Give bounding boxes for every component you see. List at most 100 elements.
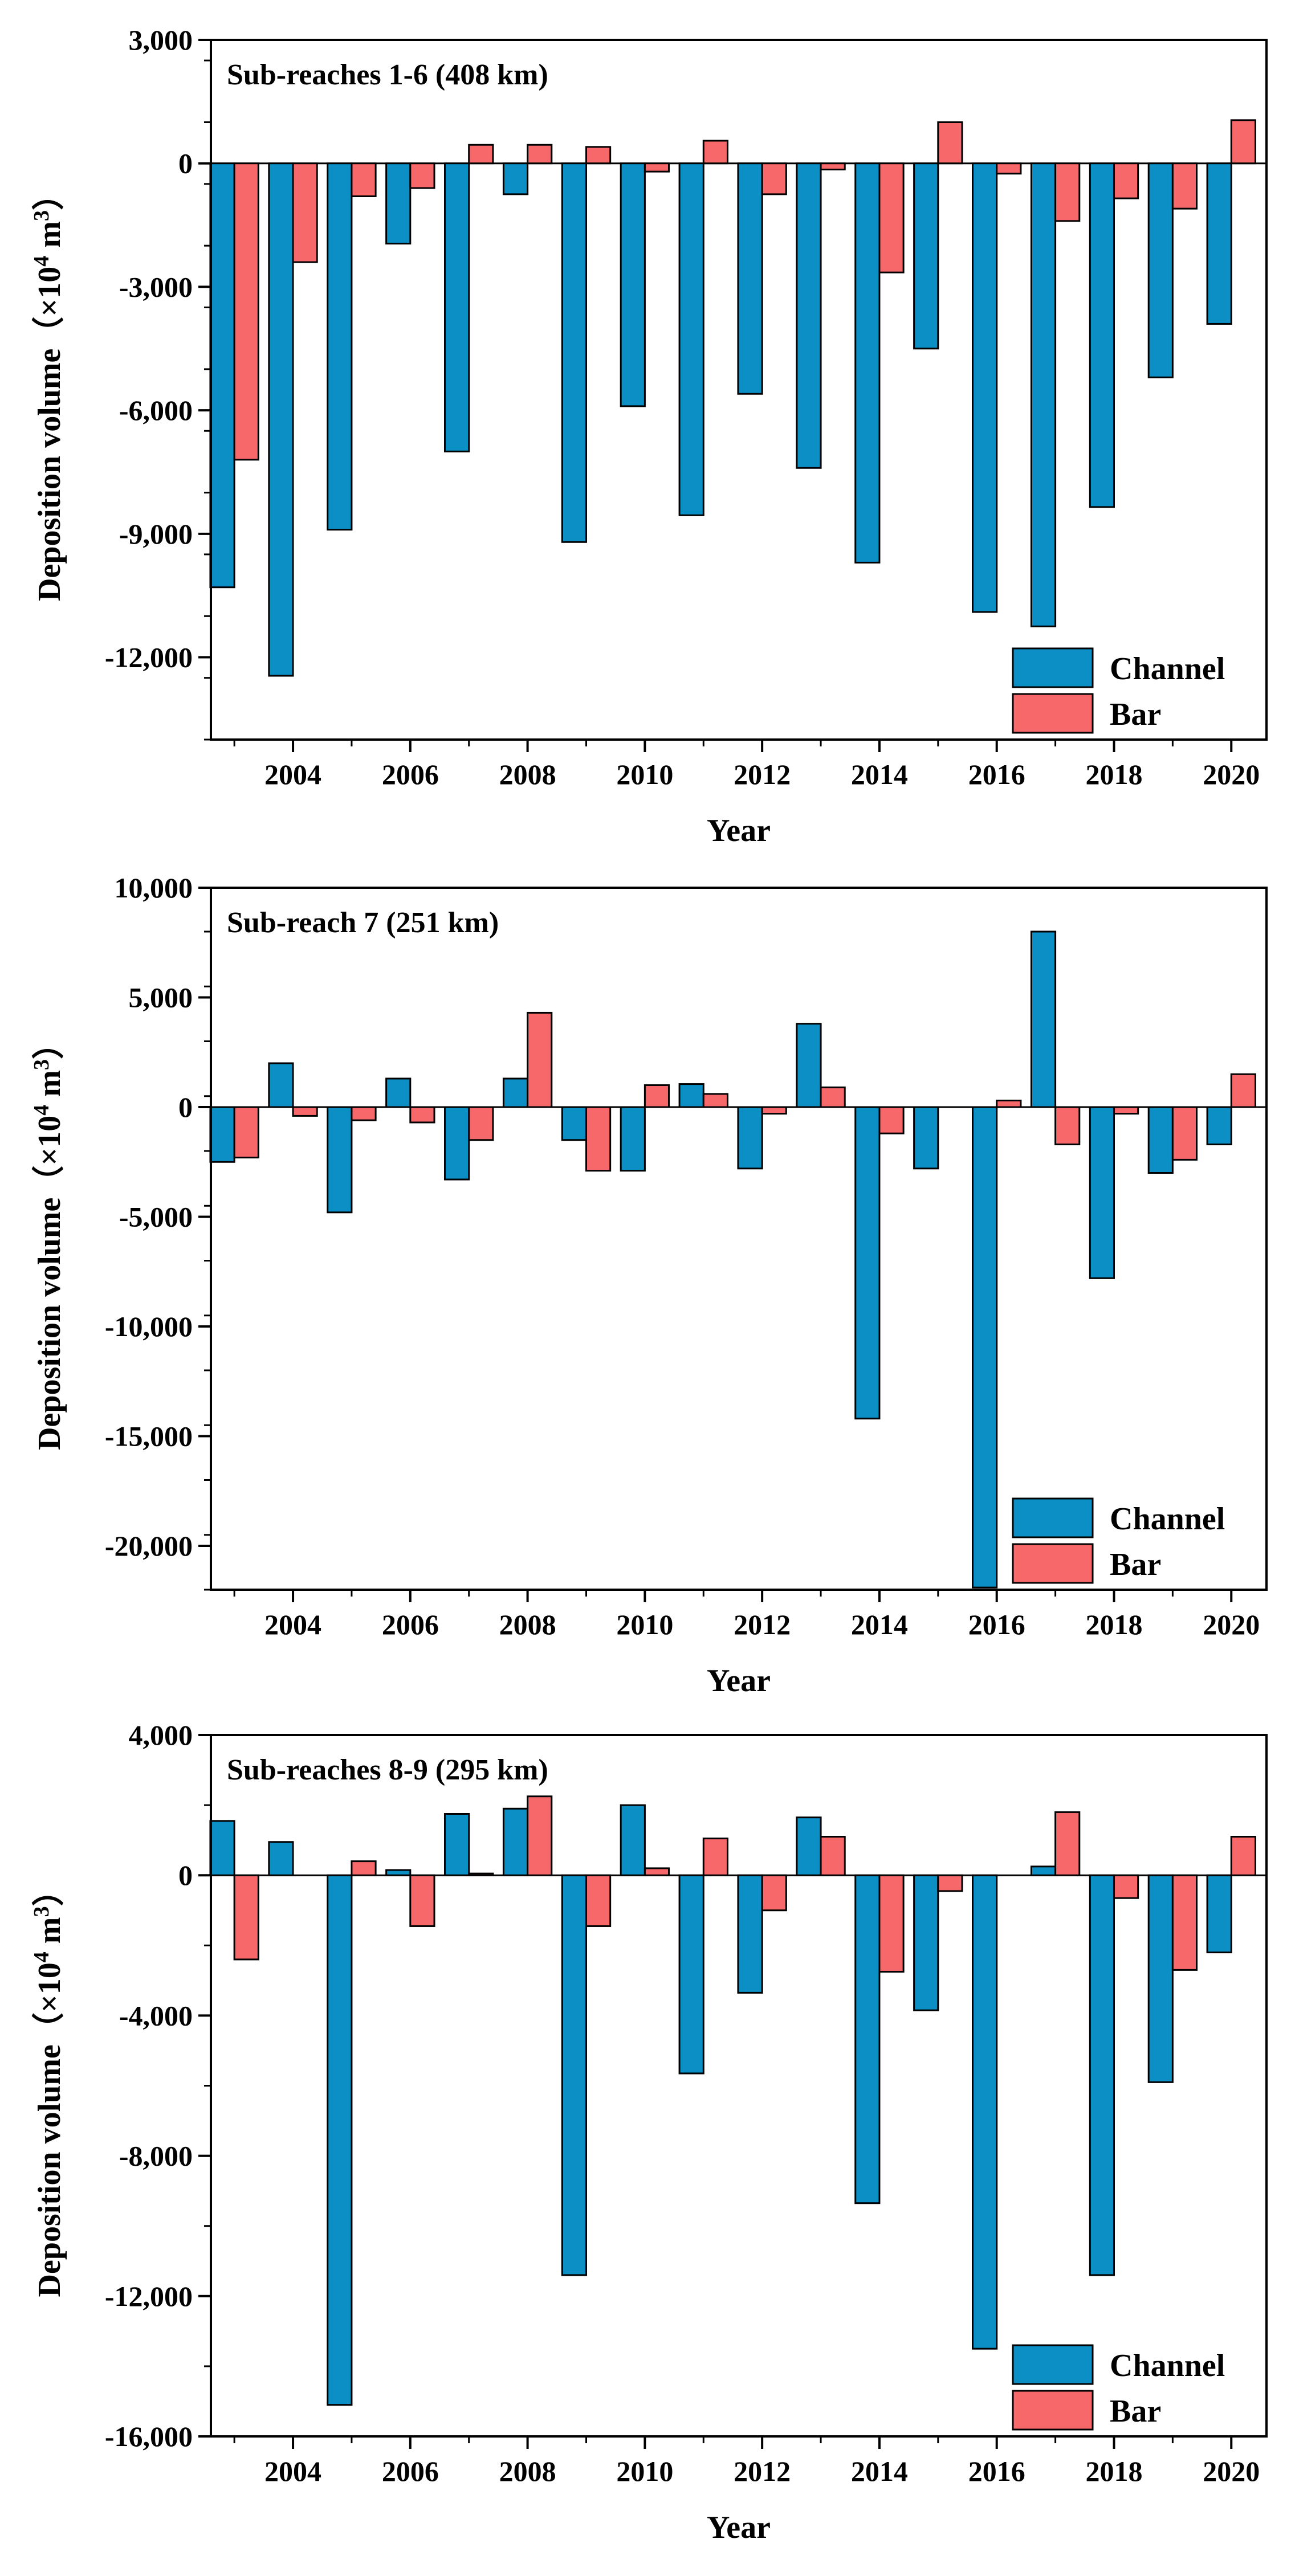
- bar-channel-2005: Channel 2005: -8900: [327, 162, 353, 531]
- bar-bar-2006: Bar 2006: -1450: [409, 1874, 435, 1927]
- bar-bar-2009: Bar 2009: -2900: [585, 1106, 612, 1172]
- y-tick-label: -12,000: [105, 2280, 193, 2312]
- bar-bar-2020: Bar 2020: 1050: [1230, 119, 1256, 165]
- plot-frame: [210, 887, 1268, 1591]
- x-tick-label: 2006: [382, 758, 439, 790]
- bar-channel-2003: Channel 2003: 1550: [209, 1820, 235, 1876]
- x-tick-label: 2018: [1085, 1609, 1142, 1640]
- panel-title: Sub-reach 7 (251 km): [227, 907, 499, 939]
- bar-channel-2016: Channel 2016: -13500: [972, 1874, 998, 2350]
- x-tick-label: 2018: [1085, 2455, 1142, 2487]
- bar-bar-2007: Bar 2007: 450: [468, 144, 494, 165]
- bar-channel-2004: Channel 2004: 950: [268, 1841, 294, 1876]
- bar-bar-2019: Bar 2019: -2400: [1171, 1106, 1198, 1161]
- legend: Channel Bar: [1012, 1497, 1225, 1584]
- y-tick-label: -9,000: [119, 518, 193, 550]
- bar-channel-2013: Channel 2013: -7400: [796, 162, 822, 469]
- bar-bar-2013: Bar 2013: 900: [820, 1086, 846, 1108]
- bar-bar-2019: Bar 2019: -1100: [1171, 162, 1198, 210]
- bar-channel-2010: Channel 2010: 2000: [620, 1804, 646, 1876]
- bar-bar-2015: Bar 2015: 1000: [937, 121, 963, 165]
- bar-channel-2020: Channel 2020: -1700: [1206, 1106, 1232, 1145]
- x-tick-label: 2020: [1203, 1609, 1260, 1640]
- bar-channel-2003: Channel 2003: -10300: [209, 162, 235, 589]
- bar-channel-2008: Channel 2008: 1900: [502, 1807, 529, 1876]
- y-axis-title: Deposition volume（×104 m3）: [30, 178, 67, 601]
- x-tick-label: 2020: [1203, 758, 1260, 790]
- bar-channel-2017: Channel 2017: 250: [1030, 1865, 1057, 1876]
- x-axis-title: Year: [707, 1663, 771, 1699]
- bar-channel-2012: Channel 2012: -3350: [737, 1874, 763, 1994]
- bar-channel-2019: Channel 2019: -3000: [1147, 1106, 1174, 1174]
- x-tick-label: 2014: [851, 758, 908, 790]
- bar-channel-2017: Channel 2017: -11250: [1030, 162, 1057, 627]
- bar-channel-2014: Channel 2014: -9700: [854, 162, 881, 564]
- legend-label-channel: Channel: [1110, 2348, 1225, 2383]
- bar-channel-2017: Channel 2017: 8000: [1030, 930, 1057, 1108]
- bar-bar-2005: Bar 2005: -800: [351, 162, 377, 197]
- bar-bar-2018: Bar 2018: -850: [1113, 162, 1139, 199]
- legend: Channel Bar: [1012, 2344, 1225, 2431]
- bar-channel-2006: Channel 2006: -1950: [385, 162, 412, 245]
- bar-bar-2008: Bar 2008: 4300: [527, 1011, 553, 1108]
- bar-bar-2013: Bar 2013: -150: [820, 162, 846, 171]
- bar-bar-2006: Bar 2006: -700: [409, 1106, 435, 1124]
- bar-channel-2009: Channel 2009: -1500: [561, 1106, 587, 1141]
- bar-channel-2018: Channel 2018: -11400: [1089, 1874, 1115, 2276]
- y-tick-label: 4,000: [129, 1719, 193, 1751]
- chart-panel-2: Channel 2003: -2500Bar 2003: -2300 Channe…: [30, 872, 1268, 1699]
- bar-bar-2003: Bar 2003: -7200: [233, 162, 259, 461]
- legend-swatch-bar: [1012, 2390, 1094, 2431]
- bar-channel-2008: Channel 2008: 1300: [502, 1077, 529, 1108]
- bar-channel-2019: Channel 2019: -5200: [1147, 162, 1174, 378]
- x-tick-label: 2016: [968, 2455, 1025, 2487]
- bar-channel-2008: Channel 2008: -750: [502, 162, 529, 195]
- y-tick-label: -5,000: [119, 1201, 193, 1233]
- x-tick-label: 2008: [499, 1609, 556, 1640]
- bar-bar-2014: Bar 2014: -2650: [878, 162, 905, 273]
- bar-bar-2020: Bar 2020: 1500: [1230, 1073, 1256, 1108]
- panel-title: Sub-reaches 8-9 (295 km): [227, 1754, 548, 1786]
- x-tick-label: 2008: [499, 2455, 556, 2487]
- bar-bar-2007: Bar 2007: -1500: [468, 1106, 494, 1141]
- bar-bar-2012: Bar 2012: -300: [761, 1106, 787, 1115]
- bar-bar-2012: Bar 2012: -750: [761, 162, 787, 195]
- y-tick-label: 5,000: [129, 982, 193, 1014]
- x-tick-label: 2014: [851, 1609, 908, 1640]
- legend-swatch-channel: [1012, 647, 1094, 688]
- bar-channel-2014: Channel 2014: -9350: [854, 1874, 881, 2204]
- bar-bar-2013: Bar 2013: 1100: [820, 1835, 846, 1876]
- bar-channel-2006: Channel 2006: 150: [385, 1869, 412, 1876]
- bar-bar-2017: Bar 2017: -1700: [1054, 1106, 1081, 1145]
- bar-channel-2020: Channel 2020: -3900: [1206, 162, 1232, 325]
- x-tick-label: 2018: [1085, 758, 1142, 790]
- x-tick-label: 2014: [851, 2455, 908, 2487]
- y-tick-label: -15,000: [105, 1420, 193, 1452]
- legend-swatch-channel: [1012, 1497, 1094, 1538]
- bar-bar-2017: Bar 2017: -1400: [1054, 162, 1081, 222]
- x-tick-label: 2010: [616, 758, 673, 790]
- bar-bar-2009: Bar 2009: -1450: [585, 1874, 612, 1927]
- bar-channel-2011: Channel 2011: -5650: [678, 1874, 704, 2075]
- y-tick-label: 0: [178, 1859, 193, 1891]
- legend-label-channel: Channel: [1110, 651, 1225, 687]
- bar-bar-2019: Bar 2019: -2700: [1171, 1874, 1198, 1971]
- bar-bar-2017: Bar 2017: 1800: [1054, 1811, 1081, 1876]
- bar-channel-2011: Channel 2011: -8550: [678, 162, 704, 516]
- bar-bar-2003: Bar 2003: -2300: [233, 1106, 259, 1159]
- bar-channel-2016: Channel 2016: -21900: [972, 1106, 998, 1589]
- bar-bar-2016: Bar 2016: 300: [996, 1099, 1022, 1108]
- y-tick-label: 3,000: [129, 24, 193, 56]
- bar-bar-2006: Bar 2006: -600: [409, 162, 435, 189]
- x-axis-title: Year: [707, 2510, 771, 2545]
- bar-channel-2013: Channel 2013: 1650: [796, 1816, 822, 1876]
- bar-bar-2011: Bar 2011: 600: [702, 1093, 728, 1108]
- x-tick-label: 2020: [1203, 2455, 1260, 2487]
- bar-bar-2009: Bar 2009: 400: [585, 146, 612, 165]
- bar-channel-2007: Channel 2007: -7000: [444, 162, 470, 452]
- x-tick-label: 2004: [264, 1609, 321, 1640]
- bar-bar-2004: Bar 2004: -2400: [292, 162, 318, 263]
- y-axis-title: Deposition volume（×104 m3）: [30, 1875, 67, 2297]
- x-tick-label: 2010: [616, 2455, 673, 2487]
